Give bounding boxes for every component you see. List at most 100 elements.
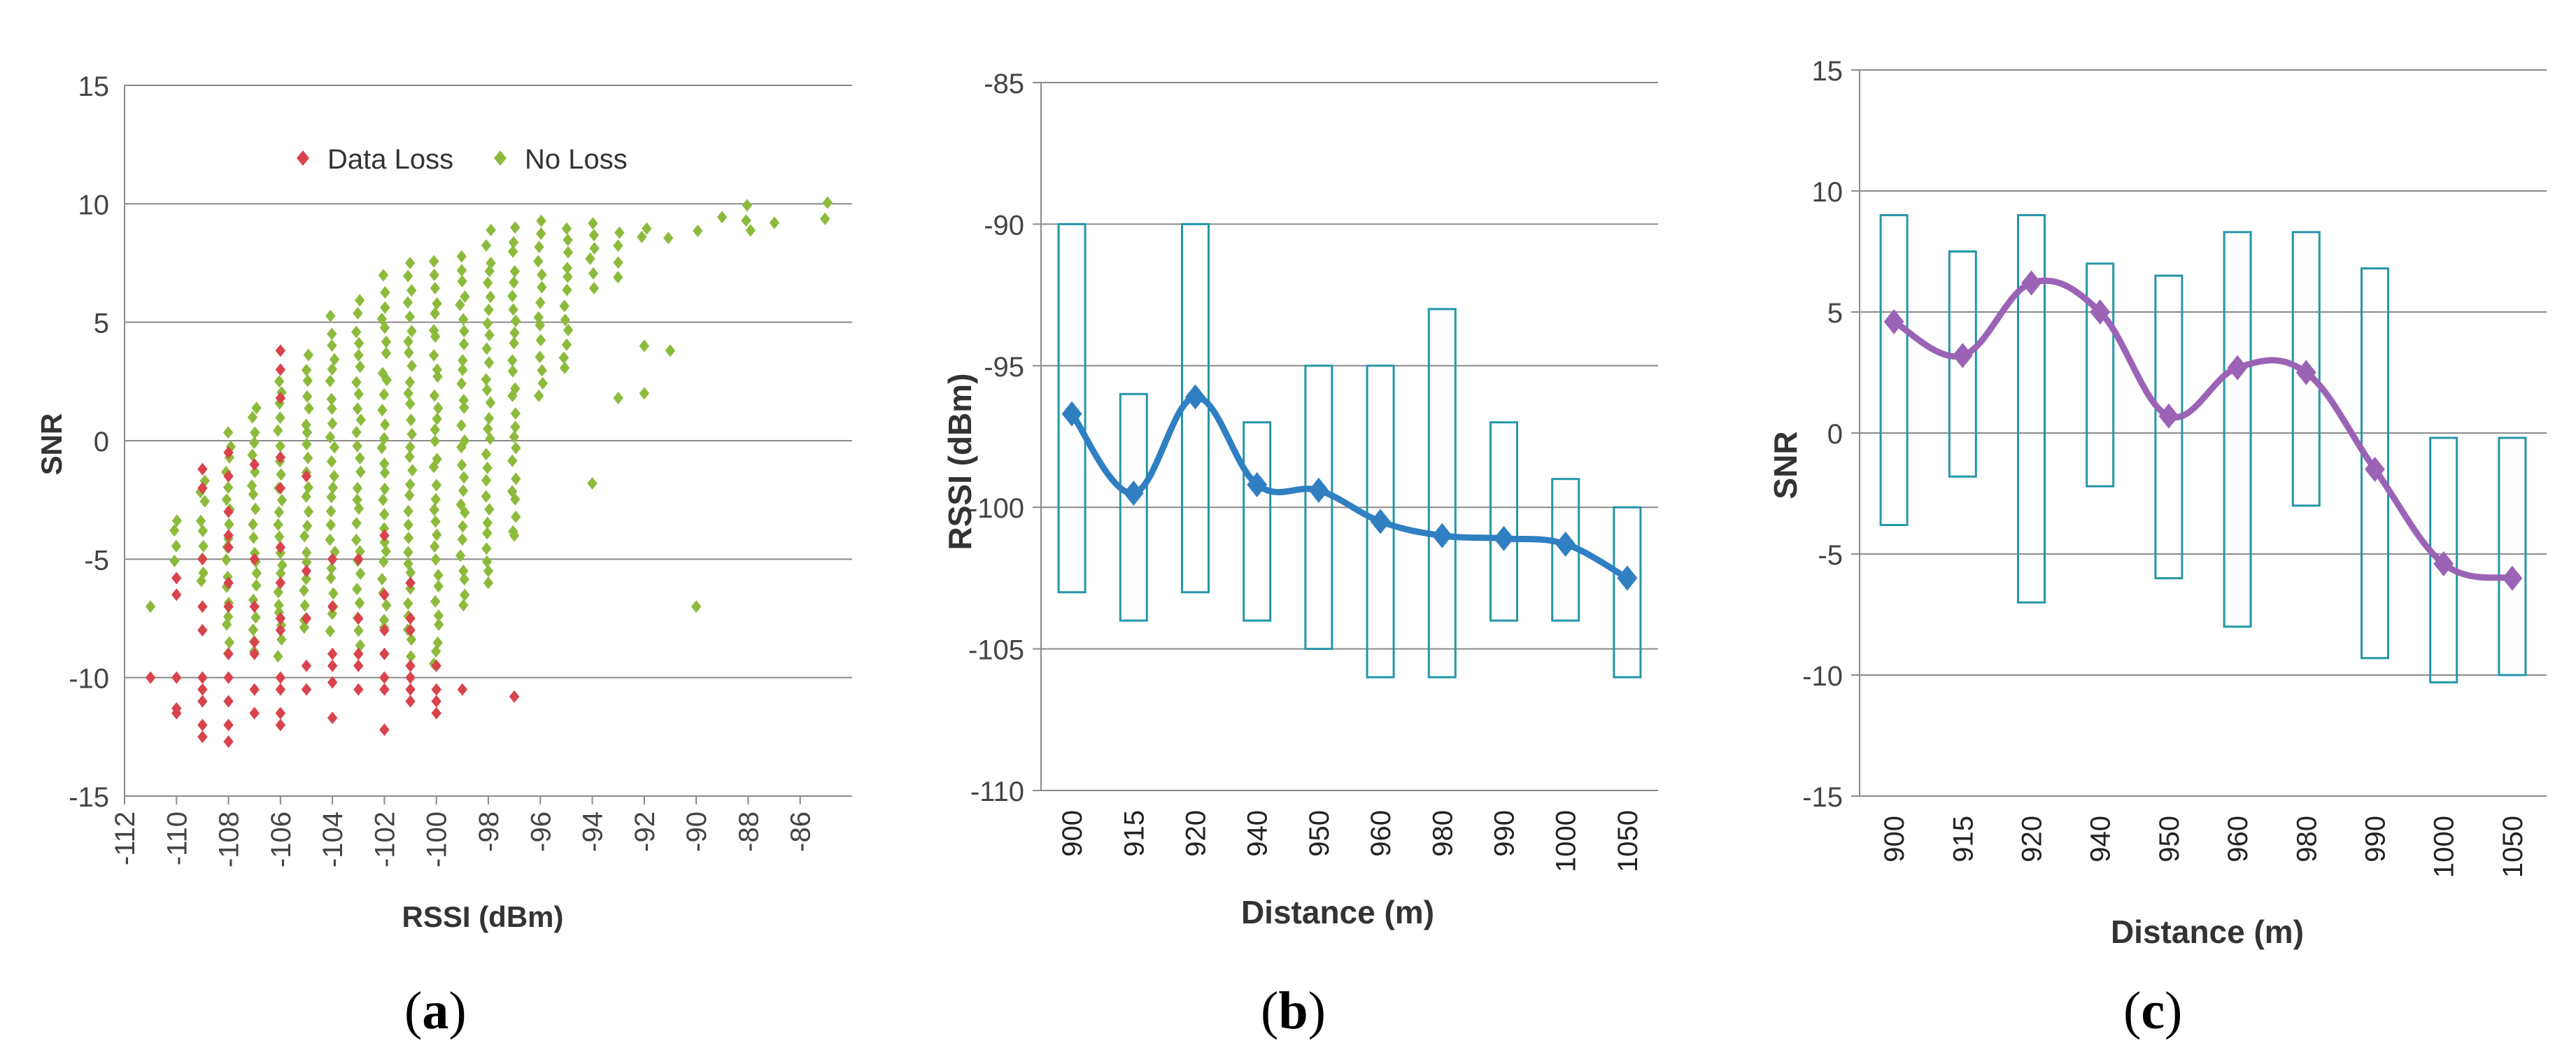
- no-loss-point: [303, 481, 314, 494]
- no-loss-point: [379, 508, 390, 521]
- no-loss-point: [484, 328, 495, 341]
- no-loss-point: [302, 519, 313, 532]
- no-loss-point: [403, 387, 413, 400]
- data-loss-point: [275, 718, 286, 732]
- chart-c-range-box: [1879, 214, 1909, 526]
- no-loss-point: [302, 546, 312, 559]
- no-loss-point: [511, 441, 521, 455]
- no-loss-point: [559, 299, 569, 313]
- data-loss-point: [249, 457, 260, 471]
- chart-c-mean-line-path: [1890, 277, 2516, 582]
- chart-b-range-box: [1243, 421, 1272, 622]
- chart-b-y-tick-label: -100: [968, 493, 1024, 524]
- no-loss-point: [251, 579, 262, 592]
- no-loss-point: [274, 598, 284, 611]
- data-loss-point: [405, 576, 416, 590]
- data-loss-point: [405, 659, 416, 672]
- no-loss-point: [276, 493, 288, 506]
- no-loss-point: [430, 540, 440, 553]
- no-loss-point: [329, 353, 340, 366]
- no-loss-point: [326, 562, 337, 575]
- chart-c-x-tick-label: 960: [2223, 816, 2253, 863]
- no-loss-point: [405, 397, 416, 411]
- no-loss-point: [482, 461, 493, 474]
- no-loss-point: [250, 426, 260, 439]
- no-loss-point: [352, 583, 362, 596]
- data-loss-point: [405, 683, 416, 696]
- no-loss-point: [431, 478, 442, 492]
- no-loss-point: [404, 310, 416, 323]
- no-loss-point: [223, 481, 234, 494]
- data-loss-point: [249, 553, 260, 566]
- data-loss-point: [275, 576, 286, 590]
- data-loss-point: [275, 707, 286, 720]
- chart-c-y-tick-label: -5: [1818, 540, 1843, 571]
- no-loss-point: [483, 303, 494, 316]
- no-loss-point: [428, 324, 439, 337]
- no-loss-point: [433, 402, 444, 415]
- no-loss-point: [460, 290, 470, 303]
- no-loss-point: [221, 553, 232, 567]
- data-loss-point: [379, 588, 390, 602]
- no-loss-point: [381, 346, 392, 360]
- no-loss-point: [458, 471, 469, 484]
- no-loss-point: [486, 223, 496, 236]
- data-loss-point: [275, 671, 286, 684]
- no-loss-point: [456, 441, 467, 454]
- legend-no-loss-marker: [494, 150, 507, 166]
- no-loss-point: [510, 382, 521, 395]
- no-loss-point: [533, 255, 544, 268]
- no-loss-point: [405, 441, 416, 454]
- chart-b-range-box: [1366, 364, 1395, 679]
- chart-c-range-box: [2291, 231, 2321, 507]
- data-loss-point: [275, 451, 286, 464]
- no-loss-point: [613, 239, 623, 253]
- no-loss-point: [329, 469, 339, 483]
- no-loss-point: [433, 580, 444, 593]
- no-loss-point: [562, 283, 572, 297]
- no-loss-point: [456, 264, 467, 277]
- chart-a-legend: Data Loss No Loss: [297, 144, 628, 175]
- no-loss-point: [250, 611, 261, 624]
- data-loss-point: [223, 469, 234, 483]
- no-loss-point: [457, 533, 468, 546]
- no-loss-point: [535, 334, 546, 347]
- no-loss-point: [378, 522, 390, 535]
- no-loss-point: [404, 346, 414, 360]
- no-loss-point: [403, 597, 413, 610]
- no-loss-point: [406, 413, 416, 427]
- no-loss-point: [459, 573, 469, 586]
- no-loss-point: [302, 555, 312, 569]
- no-loss-point: [558, 351, 569, 364]
- chart-c-range-boxes: [1879, 214, 2527, 683]
- no-loss-point: [378, 555, 389, 568]
- no-loss-point: [351, 533, 362, 546]
- no-loss-point: [483, 565, 494, 578]
- no-loss-point: [562, 262, 573, 275]
- data-loss-point: [275, 623, 286, 637]
- no-loss-point: [405, 478, 416, 491]
- panel-label-c-letter: c: [2141, 981, 2165, 1040]
- no-loss-point: [507, 364, 518, 378]
- chart-b-gridlines: [1041, 82, 1658, 650]
- no-loss-point: [381, 599, 392, 612]
- data-loss-point: [275, 612, 286, 625]
- no-loss-point: [481, 448, 492, 461]
- no-loss-point: [299, 621, 310, 634]
- no-loss-point: [430, 645, 441, 658]
- no-loss-point: [509, 529, 520, 542]
- no-loss-point: [481, 383, 493, 397]
- no-loss-point: [482, 516, 493, 530]
- no-loss-point: [822, 196, 833, 209]
- no-loss-point: [377, 367, 388, 380]
- chart-c-range-box: [2154, 274, 2184, 580]
- chart-b-y-tick-label: -95: [984, 352, 1024, 383]
- no-loss-point: [508, 303, 518, 316]
- chart-b-range-box: [1057, 222, 1087, 594]
- no-loss-point: [273, 424, 283, 437]
- chart-c-mean-line: [1883, 270, 2523, 591]
- no-loss-point: [510, 314, 521, 327]
- no-loss-point: [406, 284, 417, 297]
- chart-c-x-tick-label: 915: [1948, 816, 1979, 863]
- no-loss-point: [432, 297, 442, 311]
